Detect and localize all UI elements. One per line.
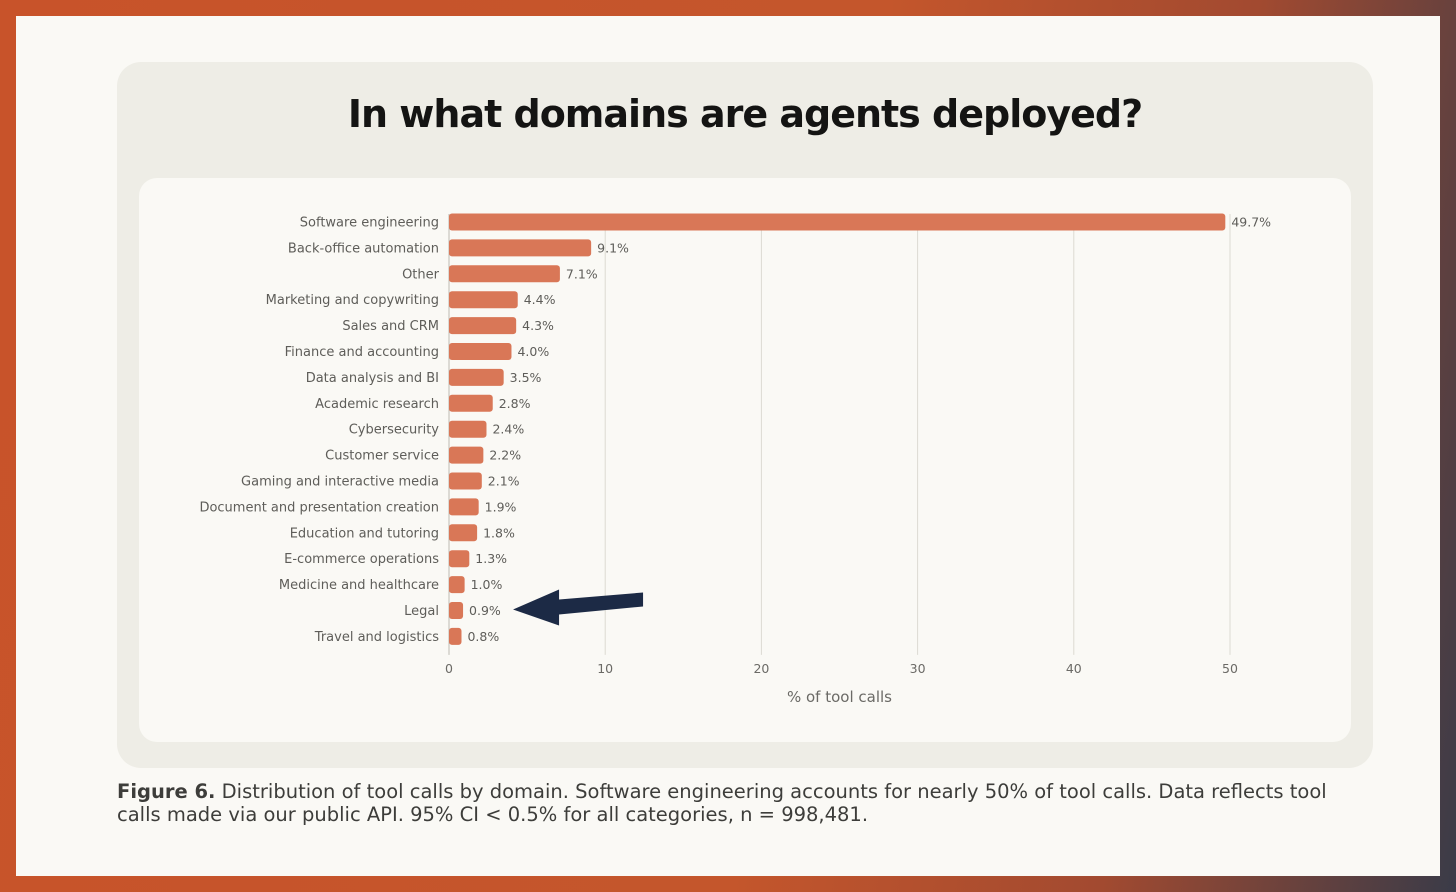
category-label: Medicine and healthcare [279,578,439,593]
value-label: 4.0% [517,344,549,359]
category-label: Education and tutoring [290,526,439,541]
caption-text: Distribution of tool calls by domain. So… [117,780,1327,826]
category-label: Legal [404,604,439,619]
value-label: 9.1% [597,240,629,255]
bar [449,239,592,257]
value-label: 4.3% [522,318,554,333]
value-label: 1.0% [471,577,503,592]
bar [449,291,518,309]
value-label: 3.5% [510,370,542,385]
value-label: 2.1% [488,474,520,489]
bar [449,524,478,542]
bar [449,420,487,438]
bar [449,394,493,412]
bar-chart: Software engineering 49.7% Back-office aut… [199,213,1271,706]
figure-label: Figure 6. [117,780,216,803]
category-label: E-commerce operations [284,552,439,567]
x-tick-label: 0 [445,661,453,676]
bar [449,213,1226,231]
category-label: Customer service [325,449,439,464]
x-axis-label: % of tool calls [787,688,892,706]
chart-title: In what domains are agents deployed? [347,92,1143,136]
category-label: Sales and CRM [342,319,439,334]
category-label: Travel and logistics [314,630,439,645]
chart-card: Software engineering 49.7% Back-office aut… [139,178,1351,742]
category-label: Finance and accounting [285,345,439,360]
figure-sheet: In what domains are agents deployed? Sof… [16,16,1440,876]
category-label: Document and presentation creation [199,500,439,515]
value-label: 4.4% [524,292,556,307]
bar [449,576,465,594]
value-label: 1.9% [485,499,517,514]
bar [449,627,462,645]
x-tick-label: 40 [1066,661,1082,676]
bar [449,368,504,386]
annotation-arrow [513,589,644,626]
bar [449,602,464,619]
bar [449,550,470,568]
bar [449,317,517,335]
chart-panel: In what domains are agents deployed? Sof… [117,62,1373,768]
bar [449,343,512,360]
category-label: Cybersecurity [349,423,440,438]
bar [449,265,560,283]
value-label: 1.8% [483,525,515,540]
category-label: Academic research [315,397,439,412]
value-label: 2.8% [499,396,531,411]
value-label: 0.9% [469,603,501,618]
value-label: 2.4% [492,422,524,437]
value-label: 7.1% [566,266,598,281]
category-label: Data analysis and BI [306,371,439,386]
value-label: 1.3% [475,551,507,566]
category-label: Marketing and copywriting [266,293,439,308]
value-label: 49.7% [1231,215,1271,230]
figure-caption: Figure 6. Distribution of tool calls by … [117,780,1357,826]
value-label: 2.2% [489,448,521,463]
x-tick-label: 10 [597,661,613,676]
x-tick-label: 30 [910,661,926,676]
value-label: 0.8% [467,629,499,644]
category-label: Software engineering [300,216,439,231]
x-tick-label: 20 [753,661,769,676]
bar [449,498,479,516]
category-label: Back-office automation [288,241,439,256]
category-label: Other [402,267,440,282]
bar [449,472,482,490]
bar [449,446,484,464]
category-label: Gaming and interactive media [241,475,439,490]
x-tick-label: 50 [1222,661,1238,676]
